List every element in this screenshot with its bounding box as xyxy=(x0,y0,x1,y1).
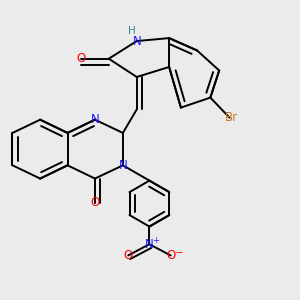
Text: O: O xyxy=(76,52,86,65)
Text: N: N xyxy=(118,159,127,172)
Text: O: O xyxy=(124,249,133,262)
Text: −: − xyxy=(175,248,183,258)
Text: O: O xyxy=(90,196,100,209)
Text: N: N xyxy=(132,34,141,48)
Text: N: N xyxy=(91,113,99,126)
Text: N: N xyxy=(145,238,154,251)
Text: O: O xyxy=(166,249,175,262)
Text: +: + xyxy=(152,236,159,245)
Text: H: H xyxy=(128,26,135,36)
Text: Br: Br xyxy=(225,111,239,124)
